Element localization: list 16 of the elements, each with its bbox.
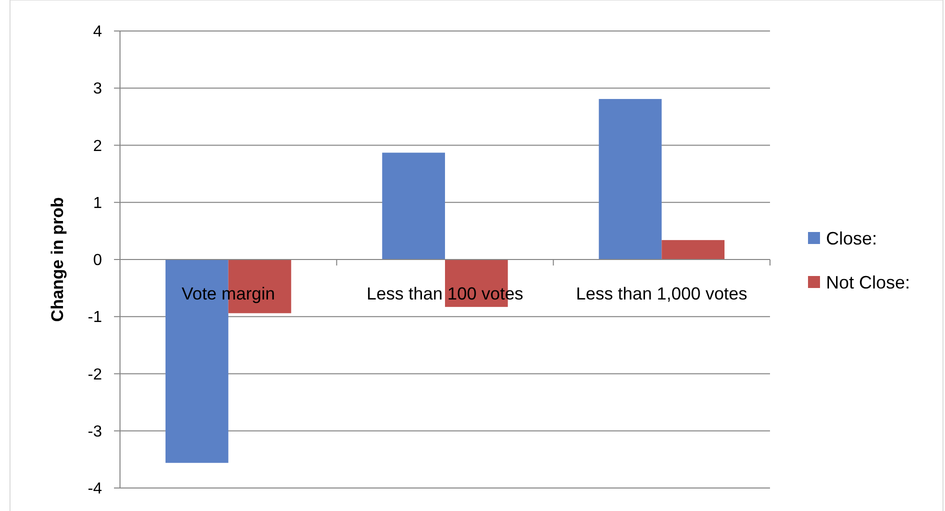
y-axis-title: Change in prob bbox=[48, 197, 67, 322]
y-tick-label: 4 bbox=[93, 24, 102, 41]
y-tick-label: 3 bbox=[93, 80, 102, 98]
y-tick-label: 1 bbox=[93, 194, 102, 212]
legend-label: Close: bbox=[826, 228, 878, 248]
y-tick-label: 0 bbox=[93, 252, 102, 270]
y-tick-label: 2 bbox=[93, 138, 102, 155]
bar bbox=[662, 240, 724, 260]
x-tick-label: Less than 1,000 votes bbox=[576, 284, 748, 304]
bar bbox=[382, 152, 445, 260]
y-tick-label: -1 bbox=[88, 309, 102, 326]
y-tick-label: -3 bbox=[88, 423, 102, 440]
y-tick-label: -4 bbox=[88, 480, 102, 498]
bar bbox=[598, 98, 662, 260]
legend-label: Not Close: bbox=[826, 272, 910, 292]
y-tick-label: -2 bbox=[88, 366, 102, 384]
